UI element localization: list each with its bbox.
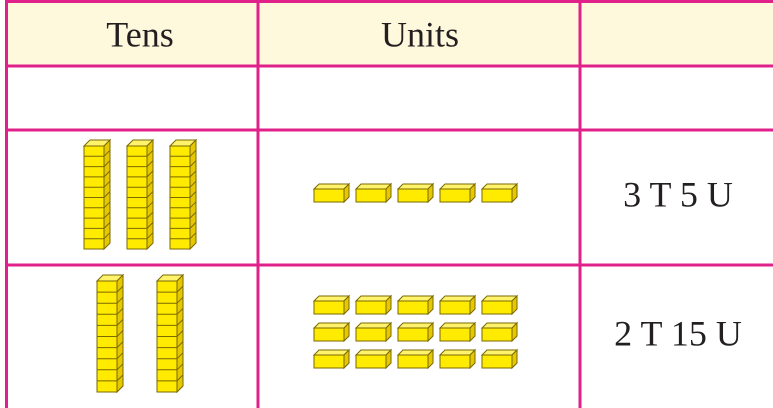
unit-cubes [312, 182, 519, 204]
cube-top [396, 322, 435, 329]
rod-segment [116, 341, 124, 348]
rod-segment [146, 232, 154, 240]
cube-front [355, 354, 387, 369]
rod-segment [103, 170, 111, 178]
rod-segment [189, 232, 197, 240]
cube-front [313, 327, 345, 342]
rod-segment [116, 374, 124, 382]
cube-top [354, 183, 393, 190]
cube-top [480, 349, 519, 356]
cube-front [439, 188, 471, 203]
cube-top [396, 295, 435, 302]
rod-segment [103, 160, 111, 167]
cube-front [439, 354, 471, 369]
rod-segment [176, 285, 184, 293]
cube-front [481, 300, 513, 315]
cube-top [480, 295, 519, 302]
result-label: 2 T 15 U [614, 313, 742, 353]
cube-front [439, 300, 471, 315]
cube-top [354, 349, 393, 356]
rod-segment [103, 232, 111, 240]
rod-segment [176, 374, 184, 382]
rod-segment [176, 296, 184, 304]
rod-segment [189, 211, 197, 219]
rod-segment [103, 191, 111, 198]
cube-top [354, 295, 393, 302]
rod-segment [189, 149, 197, 157]
rod-segment [116, 319, 124, 326]
rod-segment [146, 191, 154, 198]
rod-segment [146, 160, 154, 167]
cube-front [481, 354, 513, 369]
rod-segment [176, 341, 184, 348]
rod-segment [176, 330, 184, 337]
rod-segment [103, 201, 111, 209]
cube-front [313, 300, 345, 315]
rod-segment [116, 352, 124, 360]
rod-segment [146, 170, 154, 178]
rod-segment [189, 222, 197, 229]
rod-segment [189, 160, 197, 167]
cube-front [355, 300, 387, 315]
cube-front [397, 354, 429, 369]
rod-segment [146, 222, 154, 229]
cube-front [313, 188, 345, 203]
rod-segment [116, 296, 124, 304]
cube-front [481, 188, 513, 203]
rod-segment [146, 180, 154, 188]
rod-segment [103, 180, 111, 188]
rod-segment [103, 222, 111, 229]
cube-top [396, 349, 435, 356]
rod-segment [189, 191, 197, 198]
cube-top [480, 322, 519, 329]
cube-front [355, 327, 387, 342]
rod-segment [116, 363, 124, 371]
header-cell: Tens [106, 14, 173, 54]
cube-front [397, 300, 429, 315]
unit-cubes [312, 294, 519, 370]
rod-segment [103, 211, 111, 219]
rod-segment [116, 330, 124, 337]
cube-top [312, 349, 351, 356]
cube-front [313, 354, 345, 369]
cube-top [438, 183, 477, 190]
tens-rods [82, 138, 198, 251]
cube-front [397, 327, 429, 342]
cube-top [438, 295, 477, 302]
cube-top [438, 322, 477, 329]
rod-segment [103, 149, 111, 157]
header-background [5, 0, 773, 66]
rod-segment [189, 170, 197, 178]
result-label: 3 T 5 U [623, 174, 733, 214]
cube-top [480, 183, 519, 190]
rod-segment [176, 363, 184, 371]
cube-front [397, 188, 429, 203]
tens-rods [95, 273, 185, 394]
cube-top [312, 295, 351, 302]
rod-segment [176, 352, 184, 360]
rod-segment [189, 180, 197, 188]
rod-segment [116, 307, 124, 315]
rod-segment [146, 149, 154, 157]
rod-segment [146, 201, 154, 209]
cube-front [481, 327, 513, 342]
cube-top [312, 183, 351, 190]
cube-top [354, 322, 393, 329]
rod-segment [116, 285, 124, 293]
rod-segment [176, 319, 184, 326]
cube-top [438, 349, 477, 356]
cube-front [355, 188, 387, 203]
cube-top [396, 183, 435, 190]
header-cell: Units [381, 14, 459, 54]
rod-segment [176, 307, 184, 315]
cube-top [312, 322, 351, 329]
rod-segment [189, 201, 197, 209]
cube-front [439, 327, 471, 342]
rod-segment [146, 211, 154, 219]
